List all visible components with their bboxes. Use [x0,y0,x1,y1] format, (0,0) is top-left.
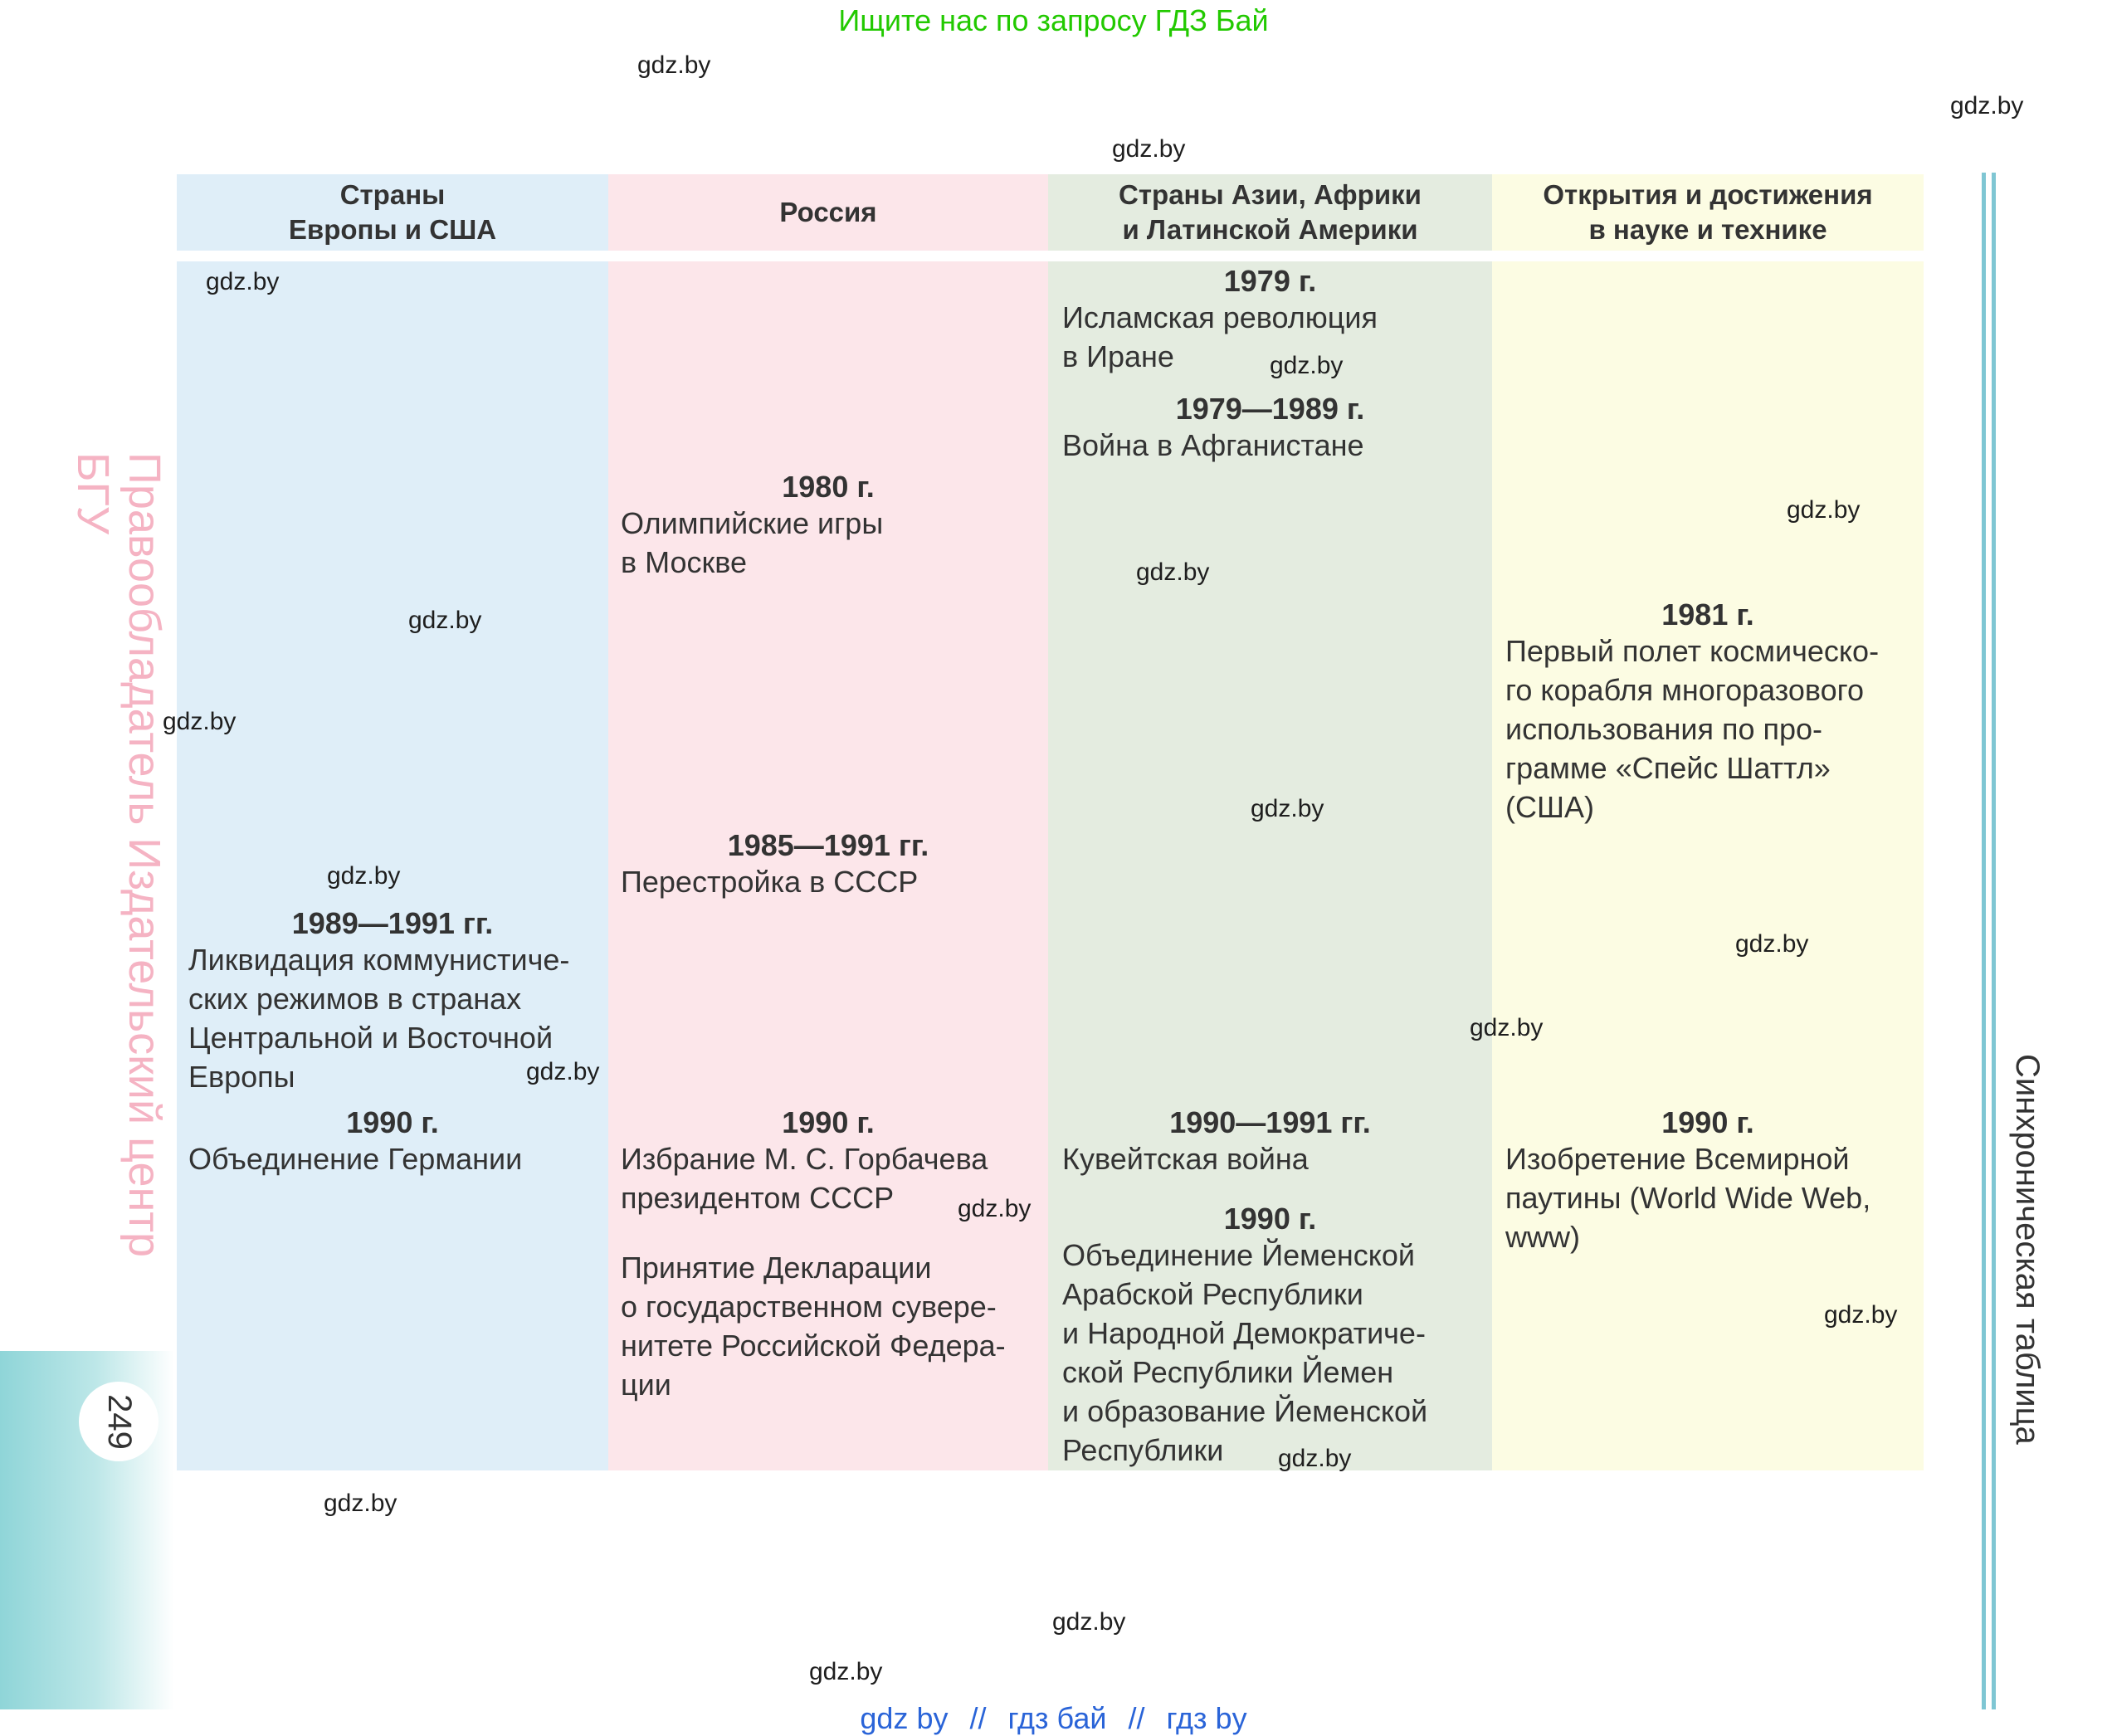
watermark: gdz.by [958,1195,1032,1222]
footer-links: gdz by // гдз бай // гдз by [0,1701,2107,1736]
header-russia: Россия [779,197,877,227]
link-gdz-by[interactable]: gdz by [860,1701,949,1735]
watermark: gdz.by [637,51,711,79]
event-year: 1990 г. [346,1105,439,1139]
event-year: 1979—1989 г. [1175,392,1365,426]
sync-table-title: Синхроническая таблица [2009,1054,2046,1445]
event-text: Принятие Декларации о государственном су… [621,1251,1006,1402]
watermark: gdz.by [163,708,237,735]
event-text: Избрание М. С. Горбачева президентом ССС… [621,1142,988,1215]
margin-line-left [1982,173,1986,1709]
watermark: gdz.by [327,862,401,890]
watermark: gdz.by [1270,352,1344,379]
watermark: gdz.by [1735,930,1809,958]
event-year: 1979 г. [1223,264,1317,298]
event-year: 1990 г. [1223,1202,1317,1236]
page-number: 249 [100,1393,138,1450]
watermark: gdz.by [809,1658,883,1685]
header-separator [177,251,1924,261]
event-text: Ликвидация коммунистиче- ских режимов в … [188,943,570,1094]
event-year: 1989—1991 гг. [291,906,494,940]
header-europe: Страны Европы и США [288,179,497,245]
event-text: Кувейтская война [1062,1142,1309,1176]
event-text: Объединение Германии [188,1142,523,1176]
event-year: 1990 г. [782,1105,875,1139]
page-number-badge: 249 [79,1382,159,1461]
watermark: gdz.by [206,268,280,295]
event-year: 1990 г. [1661,1105,1754,1139]
watermark: gdz.by [1052,1608,1126,1636]
event-text: Объединение Йеменской Арабской Республик… [1062,1238,1428,1467]
event-year: 1990—1991 гг. [1169,1105,1371,1139]
copyright-side-title: Правообладатель Издательский центр БГУ [68,452,169,1258]
watermark: gdz.by [324,1490,398,1517]
watermark: gdz.by [1787,496,1861,524]
watermark: gdz.by [1824,1301,1898,1329]
link-separator: // [1128,1701,1145,1735]
watermark: gdz.by [1136,558,1210,586]
watermark: gdz.by [1950,92,2024,119]
header-science: Открытия и достижения в науке и технике [1543,179,1873,245]
event-year: 1980 г. [782,470,875,504]
watermark: gdz.by [408,607,482,634]
event-text: Первый полет космическо- го корабля мног… [1505,634,1880,824]
watermark: gdz.by [1470,1014,1544,1041]
watermark: gdz.by [526,1058,600,1085]
watermark: gdz.by [1251,795,1324,822]
event-year: 1985—1991 гг. [727,828,929,862]
search-banner: Ищите нас по запросу ГДЗ Бай [838,3,1269,37]
table-bottom [177,1470,1924,1477]
link-gdz-by-alt[interactable]: гдз by [1166,1701,1247,1735]
column-europe [177,174,608,1477]
link-separator: // [969,1701,987,1735]
column-russia [608,174,1048,1477]
event-year: 1981 г. [1661,597,1754,631]
event-text: Исламская революция в Иране [1062,300,1378,373]
event-text: Перестройка в СССР [621,865,919,899]
watermark: gdz.by [1112,135,1186,163]
column-asia [1048,174,1492,1477]
event-text: Война в Афганистане [1062,428,1364,462]
header-asia: Страны Азии, Африки и Латинской Америки [1119,179,1422,245]
margin-line-right [1992,173,1996,1709]
watermark: gdz.by [1278,1445,1352,1472]
column-science [1492,174,1924,1477]
event-text: Изобретение Всемирной паутины (World Wid… [1505,1142,1871,1254]
event-text: Олимпийские игры в Москве [621,506,884,579]
link-gdz-bai[interactable]: гдз бай [1007,1701,1107,1735]
